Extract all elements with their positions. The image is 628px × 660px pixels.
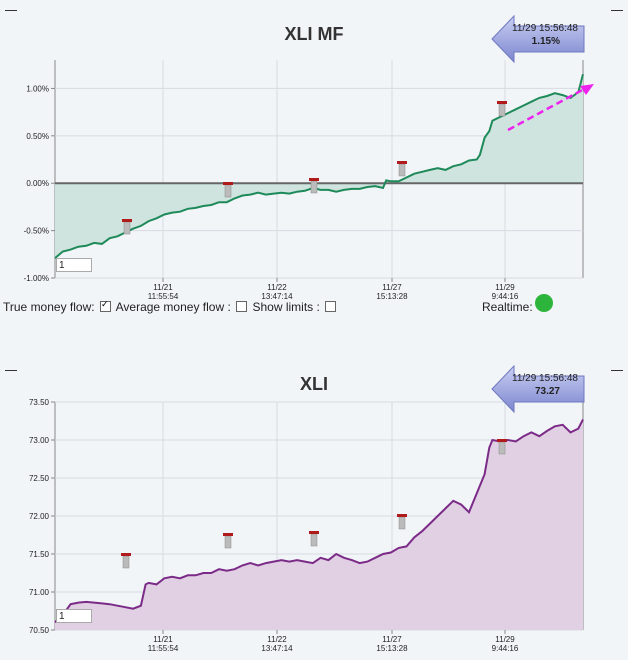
price-event-flag-icon <box>497 439 507 442</box>
price-area <box>55 419 583 630</box>
price-plot: 73.50 73.00 72.50 72.00 71.50 71.00 70.50 11/21… <box>29 398 584 653</box>
mf-value-callout: 11/29 15:56:48 1.15% <box>491 14 585 64</box>
collapse-dash-left[interactable] <box>5 10 17 11</box>
price-value-callout: 11/29 15:56:48 73.27 <box>491 364 585 414</box>
price-event-flag-icon <box>309 531 319 534</box>
mf-x-tick-time: 11:55:54 <box>148 292 179 301</box>
price-y-tick-label: 70.50 <box>29 626 50 635</box>
callout-arrow-icon <box>491 364 585 414</box>
mf-event-flag-pole <box>224 184 232 198</box>
price-period-input[interactable]: 1 <box>56 609 92 623</box>
show-limits-checkbox[interactable] <box>325 301 337 312</box>
price-event-flag-icon <box>223 533 233 536</box>
mf-x-tick-time: 9:44:16 <box>492 292 519 301</box>
mf-callout-value: 1.15% <box>531 36 560 47</box>
mf-callout-time: 11/29 15:56:48 <box>512 23 578 34</box>
price-event-flag-pole <box>498 441 506 455</box>
price-y-tick-label: 72.00 <box>29 512 50 521</box>
collapse-dash-right[interactable] <box>611 10 623 11</box>
mf-event-flag-icon <box>397 161 407 164</box>
mf-event-flag-icon <box>223 182 233 185</box>
price-y-tick-label: 71.00 <box>29 588 50 597</box>
mf-plot: 1.00% 0.50% 0.00% -0.50% -1.00% 11/2111:55:54… <box>24 60 594 301</box>
mf-y-tick-label: -0.50% <box>24 227 49 236</box>
price-event-flag-pole <box>398 516 406 530</box>
mf-y-tick-label: 0.00% <box>26 179 49 188</box>
avg-mf-label: Average money flow : <box>115 300 231 314</box>
price-event-flag-pole <box>224 535 232 549</box>
price-callout-value: 73.27 <box>534 386 560 397</box>
mf-x-tick-date: 11/27 <box>382 283 402 292</box>
price-x-tick-date: 11/21 <box>153 635 173 644</box>
price-x-tick-time: 9:44:16 <box>492 644 519 653</box>
mf-series-line <box>54 73 584 259</box>
mf-chart-title: XLI MF <box>284 24 344 44</box>
price-chart-title: XLI <box>299 374 328 394</box>
callout-arrow-icon <box>491 14 585 64</box>
mf-event-flag-icon <box>309 178 319 181</box>
mf-event-flag-pole <box>123 221 131 235</box>
mf-x-tick-date: 11/21 <box>153 283 173 292</box>
trend-arrow-icon <box>507 84 594 132</box>
realtime-status-icon[interactable] <box>535 294 553 312</box>
trend-arrow-head <box>580 84 594 95</box>
mf-event-flag-icon <box>122 219 132 222</box>
true-mf-label: True money flow: <box>3 300 95 314</box>
price-x-tick-date: 11/27 <box>382 635 402 644</box>
mf-event-flag-pole <box>398 163 406 177</box>
mf-event-flag-pole <box>310 180 318 194</box>
show-limits-label: Show limits : <box>252 300 320 314</box>
price-series-line <box>54 419 584 624</box>
mf-area <box>55 74 583 259</box>
mf-period-input[interactable]: 1 <box>56 258 92 272</box>
realtime-label: Realtime: <box>482 300 533 314</box>
price-y-tick-label: 73.00 <box>29 436 50 445</box>
price-x-tick-time: 15:13:28 <box>376 644 408 653</box>
price-event-flag-pole <box>122 555 130 569</box>
collapse-dash-left[interactable] <box>5 370 17 371</box>
mf-x-tick-time: 13:47:14 <box>261 292 293 301</box>
mf-x-tick-date: 11/29 <box>495 283 515 292</box>
price-x-tick-time: 11:55:54 <box>148 644 179 653</box>
mf-y-tick-label: -1.00% <box>24 274 49 283</box>
mf-x-tick-time: 15:13:28 <box>376 292 408 301</box>
mf-controls: True money flow: Average money flow : Sh… <box>3 299 338 314</box>
mf-y-tick-label: 0.50% <box>26 132 49 141</box>
collapse-dash-right[interactable] <box>611 370 623 371</box>
price-y-tick-label: 73.50 <box>29 398 50 407</box>
mf-y-tick-label: 1.00% <box>26 84 49 93</box>
mf-event-flag-icon <box>497 101 507 104</box>
price-event-flag-icon <box>121 553 131 556</box>
avg-mf-checkbox[interactable] <box>236 301 248 312</box>
money-flow-chart: XLI MF 1.00% 0.50% 0.00% -0.50% -1.00% 11/21 1… <box>0 0 628 330</box>
price-event-flag-pole <box>310 533 318 547</box>
mf-event-flag-pole <box>498 103 506 117</box>
price-event-flag-icon <box>397 514 407 517</box>
price-chart: XLI 73.50 73.00 72.50 72.00 71.50 71.00 70.50 1… <box>0 360 628 660</box>
price-y-tick-label: 71.50 <box>29 550 50 559</box>
mf-x-tick-date: 11/22 <box>267 283 287 292</box>
price-x-tick-date: 11/29 <box>495 635 515 644</box>
true-mf-checkbox[interactable] <box>99 299 111 312</box>
price-x-tick-time: 13:47:14 <box>261 644 293 653</box>
trend-arrow-shaft <box>507 86 587 132</box>
price-y-tick-label: 72.50 <box>29 474 50 483</box>
price-callout-time: 11/29 15:56:48 <box>512 373 578 384</box>
price-x-tick-date: 11/22 <box>267 635 287 644</box>
